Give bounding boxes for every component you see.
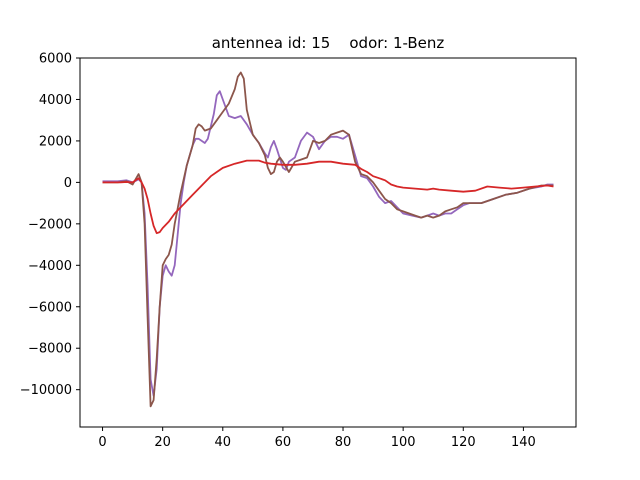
y-tick-label: −4000 <box>28 259 72 274</box>
x-tick-label: 60 <box>275 435 292 450</box>
plot-area-frame <box>79 57 577 428</box>
x-tick-label: 120 <box>451 435 476 450</box>
series-line-3 <box>102 159 554 235</box>
y-tick-label: −10000 <box>20 383 72 398</box>
series-layer <box>102 71 554 408</box>
x-tick-label: 20 <box>154 435 171 450</box>
y-tick-label: 4000 <box>39 93 72 108</box>
x-tick-label: 40 <box>215 435 232 450</box>
y-tick-label: −6000 <box>28 300 72 315</box>
x-tick-label: 80 <box>335 435 352 450</box>
chart-title: antennea id: 15 odor: 1-Benz <box>212 34 445 52</box>
x-tick-label: 140 <box>511 435 536 450</box>
y-axis: −10000 −8000 −6000 −4000 −2000 0 2000 4000 6000 <box>20 52 80 398</box>
y-tick-label: 6000 <box>39 52 72 67</box>
x-tick-label: 100 <box>391 435 416 450</box>
x-tick-label: 0 <box>98 435 106 450</box>
y-tick-label: 0 <box>64 176 72 191</box>
series-line-2 <box>102 71 554 408</box>
y-tick-label: 2000 <box>39 134 72 149</box>
x-axis: 0 20 40 60 80 100 120 140 <box>98 427 536 450</box>
y-tick-label: −2000 <box>28 217 72 232</box>
y-tick-label: −8000 <box>28 342 72 357</box>
